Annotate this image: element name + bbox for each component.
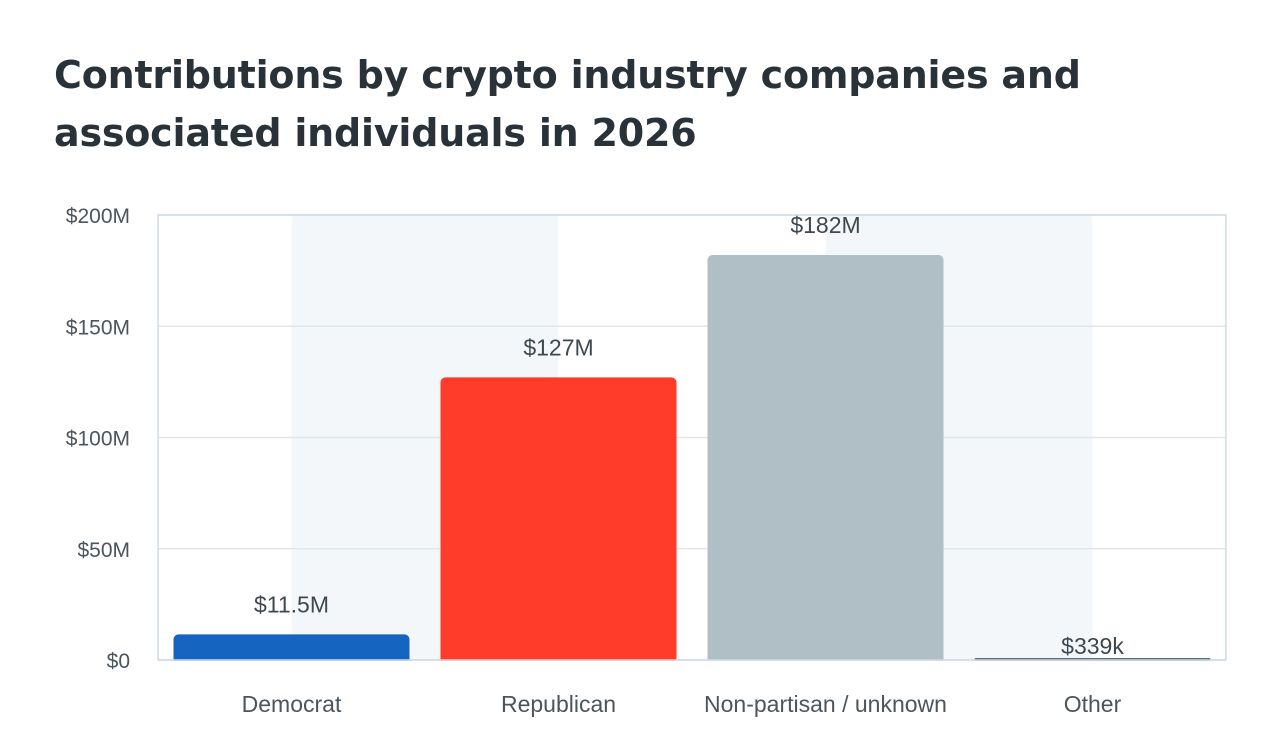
y-tick-label: $100M bbox=[66, 428, 130, 451]
data-label: $339k bbox=[1061, 633, 1124, 659]
data-label: $11.5M bbox=[254, 591, 329, 617]
data-label: $182M bbox=[790, 212, 860, 238]
bar-0 bbox=[173, 634, 410, 665]
y-tick-label: $200M bbox=[66, 205, 130, 228]
category-label: Democrat bbox=[242, 691, 342, 717]
bar-2 bbox=[707, 255, 944, 666]
chart-title-line-1: Contributions by crypto industry compani… bbox=[54, 53, 1081, 97]
data-label: $127M bbox=[523, 334, 593, 360]
category-label: Non-partisan / unknown bbox=[704, 691, 947, 717]
y-tick-label: $0 bbox=[107, 650, 130, 673]
y-tick-label: $150M bbox=[66, 316, 130, 339]
category-label: Other bbox=[1064, 691, 1122, 717]
chart-title-line-2: associated individuals in 2026 bbox=[54, 111, 697, 155]
category-label: Republican bbox=[501, 691, 616, 717]
bar-1 bbox=[440, 377, 677, 665]
baseline-mask bbox=[159, 660, 1225, 669]
chart-title: Contributions by crypto industry compani… bbox=[54, 46, 1234, 162]
y-tick-label: $50M bbox=[77, 539, 130, 562]
